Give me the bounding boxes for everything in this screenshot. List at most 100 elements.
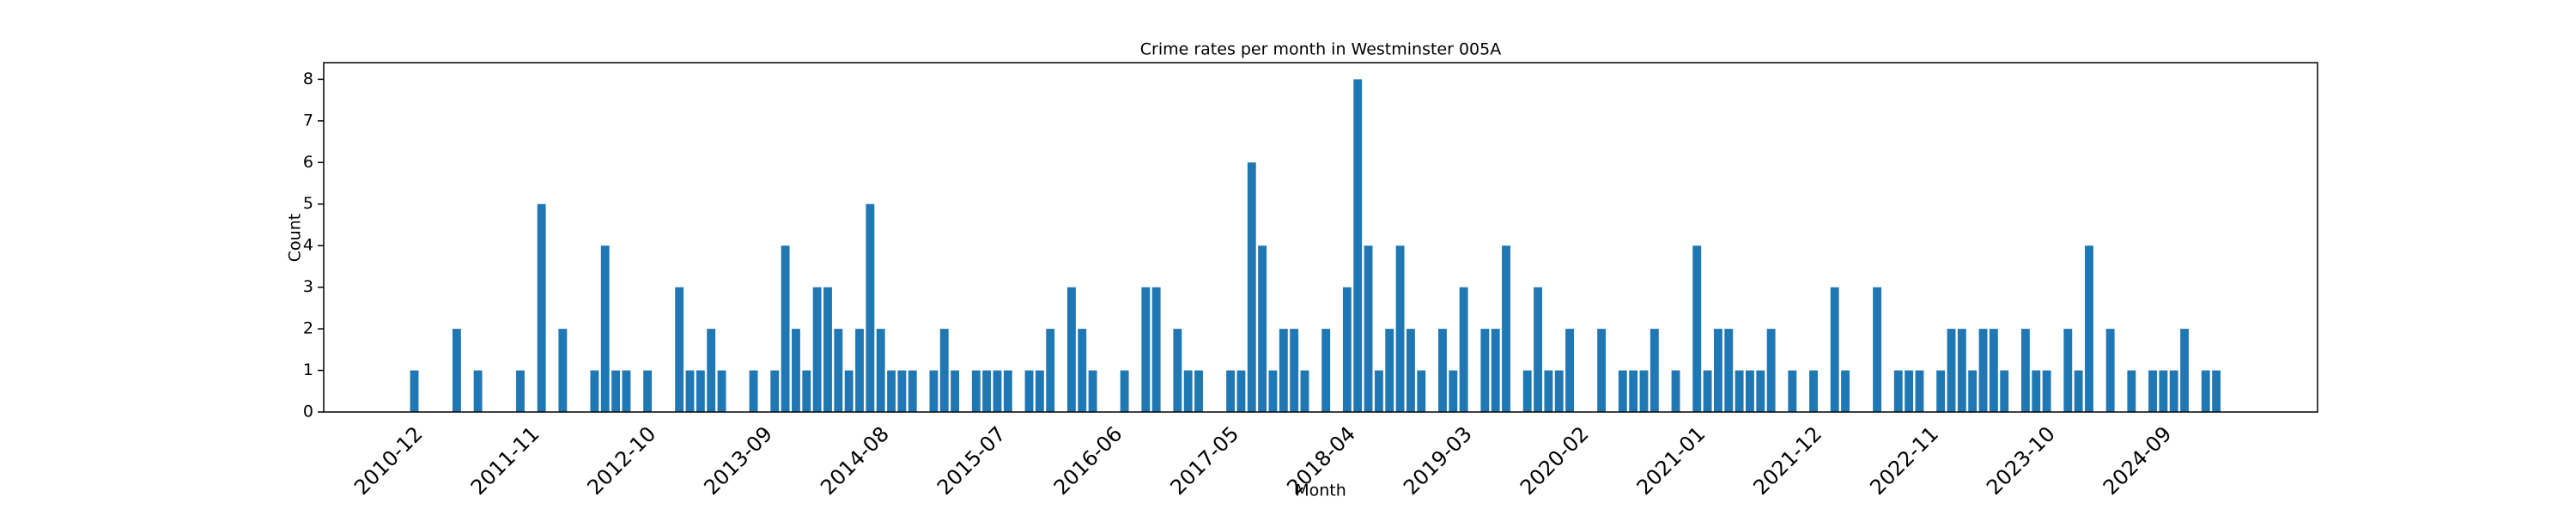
x-tick-label: 2021-01 xyxy=(1632,421,1710,500)
bar xyxy=(897,370,907,412)
y-tick-label: 4 xyxy=(303,236,313,255)
x-tick-label: 2016-06 xyxy=(1049,421,1127,500)
bar xyxy=(876,329,885,412)
bar xyxy=(1183,370,1193,412)
y-tick-label: 2 xyxy=(303,319,313,338)
bar xyxy=(2148,370,2157,412)
bar xyxy=(1544,370,1553,412)
y-tick-label: 3 xyxy=(303,277,313,296)
x-tick-label: 2023-10 xyxy=(1982,421,2060,500)
bar xyxy=(1364,245,1373,412)
bar xyxy=(1703,370,1712,412)
plot-frame xyxy=(323,62,2318,413)
bar xyxy=(1534,287,1542,412)
bar xyxy=(1290,329,1299,412)
bar xyxy=(823,287,832,412)
bar xyxy=(2063,329,2073,412)
bar xyxy=(1502,245,1510,412)
bar xyxy=(802,370,811,412)
bar xyxy=(1989,329,1998,412)
bar xyxy=(2201,370,2210,412)
y-tick-label: 7 xyxy=(303,111,313,130)
bar xyxy=(717,370,726,412)
bar xyxy=(792,329,800,412)
x-tick-label: 2019-03 xyxy=(1399,421,1477,500)
bar xyxy=(2105,329,2115,412)
bar xyxy=(1746,370,1754,412)
bar xyxy=(1353,79,1363,412)
bar xyxy=(1756,370,1765,412)
bar xyxy=(1279,329,1288,412)
bar xyxy=(939,329,949,412)
chart-title: Crime rates per month in Westminster 005… xyxy=(1140,40,1502,59)
bar xyxy=(1438,329,1447,412)
x-tick-label: 2013-09 xyxy=(699,421,777,500)
bar xyxy=(1692,245,1702,412)
bar xyxy=(1236,370,1246,412)
bar xyxy=(1035,370,1044,412)
x-tick-label: 2021-12 xyxy=(1749,421,1827,500)
bar xyxy=(1841,370,1850,412)
bar xyxy=(1194,370,1203,412)
y-tick-label: 1 xyxy=(303,360,313,379)
bar xyxy=(2032,370,2041,412)
y-tick-label: 0 xyxy=(303,403,313,421)
bar xyxy=(1268,370,1278,412)
bar xyxy=(1342,287,1352,412)
bar xyxy=(1809,370,1818,412)
x-tick-label: 2015-07 xyxy=(933,421,1011,500)
bar xyxy=(1947,329,1956,412)
bar xyxy=(951,370,960,412)
bar xyxy=(1078,329,1087,412)
x-tick-label: 2014-08 xyxy=(816,421,894,500)
bar xyxy=(2000,370,2009,412)
bar xyxy=(1978,329,1988,412)
bar xyxy=(908,370,917,412)
bar xyxy=(516,370,525,412)
bar xyxy=(2127,370,2136,412)
bar xyxy=(1565,329,1575,412)
bar xyxy=(600,245,610,412)
bar xyxy=(2074,370,2083,412)
bar xyxy=(1024,370,1034,412)
bar xyxy=(1374,370,1383,412)
bar xyxy=(1639,370,1649,412)
bar xyxy=(1788,370,1797,412)
bar xyxy=(1618,370,1627,412)
bar xyxy=(1766,329,1776,412)
x-tick-label: 2020-02 xyxy=(1516,421,1594,500)
bar xyxy=(982,370,992,412)
bar xyxy=(1173,329,1182,412)
y-tick-label: 8 xyxy=(303,70,313,88)
x-tick-label: 2010-12 xyxy=(349,421,428,500)
y-axis-label: Count xyxy=(286,214,305,262)
x-tick-label: 2011-11 xyxy=(466,421,544,500)
bar xyxy=(812,287,822,412)
bar xyxy=(1151,287,1161,412)
bar xyxy=(1480,329,1490,412)
bar xyxy=(1957,329,1966,412)
bar xyxy=(452,329,461,412)
x-tick-label: 2024-09 xyxy=(2099,421,2177,500)
bar xyxy=(2169,370,2178,412)
x-tick-label: 2012-10 xyxy=(583,421,661,500)
bar xyxy=(1597,329,1607,412)
bar xyxy=(707,329,716,412)
x-tick-label: 2017-05 xyxy=(1166,421,1244,500)
bar xyxy=(1417,370,1426,412)
bar xyxy=(1905,370,1914,412)
x-tick-label: 2022-11 xyxy=(1865,421,1943,500)
bar xyxy=(2020,329,2030,412)
bar xyxy=(1300,370,1309,412)
bar xyxy=(473,370,483,412)
bar xyxy=(971,370,981,412)
bar xyxy=(537,203,546,412)
bar xyxy=(2042,370,2051,412)
bar xyxy=(834,329,843,412)
bar xyxy=(866,203,875,412)
bar xyxy=(611,370,621,412)
bar xyxy=(2212,370,2221,412)
bar xyxy=(696,370,705,412)
bar xyxy=(1830,287,1839,412)
bar xyxy=(1649,329,1659,412)
